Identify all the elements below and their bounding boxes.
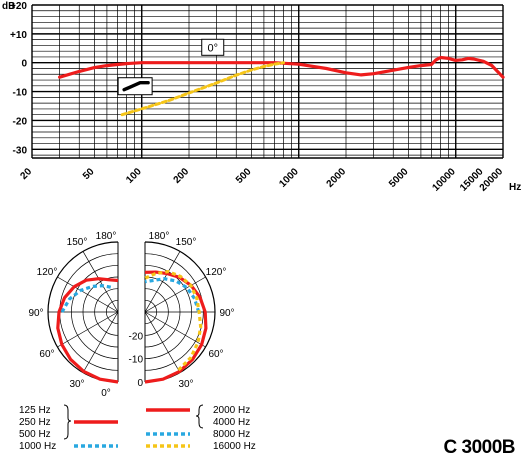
y-tick-label: +10 [10,30,27,41]
legend-label: 8000 Hz [213,429,250,440]
frequency-grid [31,4,504,159]
legend-label: 4000 Hz [213,417,250,428]
y-tick-label: -10 [13,88,28,99]
x-axis-label: Hz [509,182,521,193]
legend-label: 125 Hz [19,405,51,416]
angle-label-left: 0° [101,388,111,399]
angle-label-left: 60° [39,349,54,360]
polar-spoke-right [144,276,206,313]
angle-label-right: 90° [219,308,234,319]
y-tick-label: -20 [13,116,28,127]
polar-grid [47,240,216,384]
y-axis-label: dB [2,1,15,12]
x-tick-label: 500 [234,166,254,186]
model-title: C 3000B [443,437,516,458]
polar-db-label: -20 [129,331,144,342]
polar-curve [144,270,208,384]
angle-label-box [201,38,225,56]
polar-spoke-left [57,276,119,313]
angle-label-right: 150° [176,237,197,248]
angle-label-left: 180° [96,231,117,242]
angle-label-left: 90° [28,308,43,319]
polar-spoke-left [82,251,119,313]
polar-curve [144,277,201,313]
polar-divider [118,240,145,384]
x-tick-label: 20000 [478,166,506,194]
legend-label: 2000 Hz [213,405,250,416]
polar-spoke-left [82,311,119,373]
legend-label: 250 Hz [19,417,51,428]
x-tick-label: 20 [18,166,34,182]
x-tick-label: 1000 [277,166,301,190]
angle-label-left: 120° [37,267,58,278]
legend-bracket-right [195,404,204,429]
legend-label: 16000 Hz [213,441,256,452]
polar-spoke-right [144,311,181,373]
x-tick-label: 200 [172,166,192,186]
frequency-response-curve [58,55,505,79]
polar-curve [144,270,203,372]
angle-label-right: 30° [178,379,193,390]
bass-cut-icon [122,81,150,92]
polar-curve [60,284,115,313]
angle-label: 0° [207,42,218,54]
x-tick-label: 2000 [325,166,349,190]
y-tick-label: -30 [13,145,28,156]
polar-db-label: -10 [129,355,144,366]
x-tick-label: 100 [124,166,144,186]
angle-label-left: 150° [67,237,88,248]
legend-bracket-left [63,404,72,440]
angle-label-right: 180° [149,231,170,242]
y-tick-label: +20 [10,1,27,12]
x-tick-label: 10000 [430,166,458,194]
bass-cut-curve [120,61,285,117]
x-tick-label: 5000 [387,166,411,190]
x-tick-label: 50 [81,166,97,182]
polar-spoke-right [144,251,181,313]
angle-label-right: 120° [206,267,227,278]
angle-label-right: 60° [208,349,223,360]
polar-spoke-right [144,311,206,348]
legend-label: 1000 Hz [19,441,56,452]
legend-label: 500 Hz [19,429,51,440]
polar-db-label: 0 [137,378,143,389]
polar-curve [56,277,119,384]
y-tick-label: 0 [21,59,27,70]
polar-spoke-left [57,311,119,348]
angle-label-left: 30° [69,379,84,390]
